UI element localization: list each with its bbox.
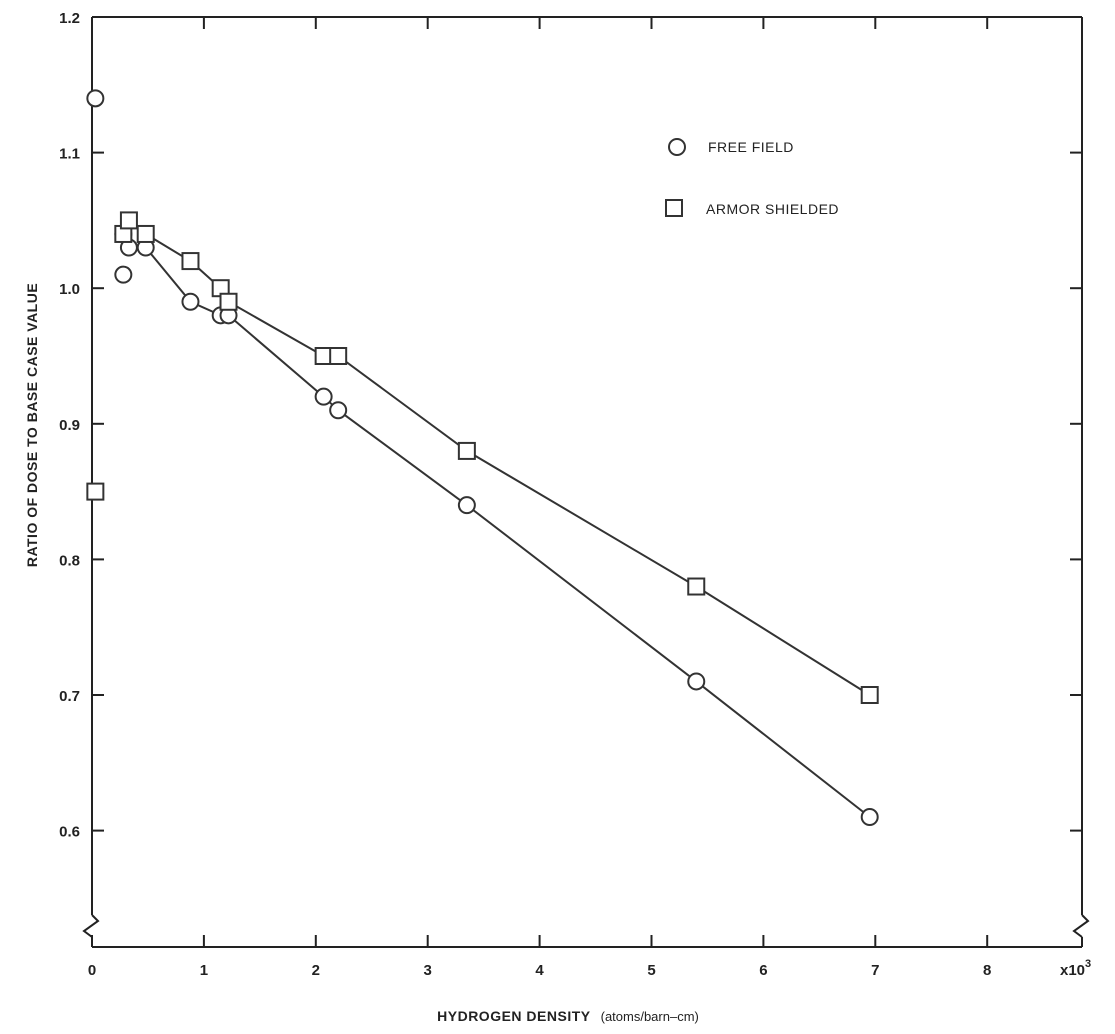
legend-marker-armor-shielded: [665, 199, 683, 217]
x-axis-multiplier-exponent: 3: [1085, 958, 1091, 970]
point-armor-shielded: [329, 347, 348, 365]
legend: FREE FIELD ARMOR SHIELDED: [665, 138, 839, 217]
point-free-field: [860, 808, 879, 827]
point-armor-shielded: [136, 224, 155, 243]
x-axis-unit: (atoms/barn–cm): [601, 1009, 699, 1024]
point-armor-shielded: [219, 292, 238, 311]
point-free-field: [181, 292, 200, 311]
x-tick-label: 6: [759, 962, 767, 979]
x-tick-label: 7: [871, 962, 879, 979]
point-armor-shielded: [86, 482, 105, 501]
point-free-field: [687, 672, 706, 691]
x-tick-label: 3: [424, 962, 432, 979]
point-free-field: [314, 387, 333, 406]
point-free-field: [114, 265, 133, 284]
y-tick-label: 1.1: [59, 146, 80, 163]
x-tick-label: 2: [312, 962, 320, 979]
y-tick-label: 1.2: [59, 10, 80, 27]
point-armor-shielded: [860, 686, 879, 704]
y-tick-label: 0.6: [59, 824, 80, 841]
x-tick-label: 0: [88, 962, 96, 979]
y-tick-label: 1.0: [59, 281, 80, 298]
x-tick-label: 4: [535, 962, 544, 979]
x-tick-label: 8: [983, 962, 991, 979]
x-axis-title-text: HYDROGEN DENSITY: [437, 1008, 591, 1024]
legend-label-free-field: FREE FIELD: [708, 139, 794, 155]
axis-ticks: 0 1 2 3 4 5 6 7 8 0.6 0.7 0.8 0.9 1.0 1.1 1.2: [59, 10, 1082, 979]
legend-marker-free-field: [668, 138, 686, 156]
y-tick-label: 0.9: [59, 417, 80, 434]
x-axis-title: HYDROGEN DENSITY (atoms/barn–cm): [437, 1008, 699, 1024]
series-line-free-field: [122, 233, 871, 818]
point-free-field: [86, 89, 105, 108]
x-tick-label: 5: [647, 962, 655, 979]
x-axis-multiplier: x103: [1060, 958, 1091, 979]
point-free-field: [329, 401, 348, 420]
point-armor-shielded: [457, 441, 476, 460]
y-tick-label: 0.8: [59, 552, 80, 569]
point-armor-shielded: [687, 577, 706, 596]
legend-label-armor-shielded: ARMOR SHIELDED: [706, 201, 839, 217]
x-axis-multiplier-base: x10: [1060, 962, 1085, 979]
series-line-armor-shielded: [122, 218, 871, 696]
data-points: [86, 89, 879, 827]
y-axis-break-right: [1072, 914, 1090, 938]
y-tick-label: 0.7: [59, 688, 80, 705]
x-tick-label: 1: [200, 962, 208, 979]
plot-frame: [82, 16, 1090, 948]
y-axis-break-left: [82, 914, 100, 938]
point-armor-shielded: [181, 252, 200, 271]
point-armor-shielded: [119, 211, 138, 230]
y-axis-title: RATIO OF DOSE TO BASE CASE VALUE: [24, 283, 40, 567]
point-free-field: [457, 496, 476, 515]
axis-labels: RATIO OF DOSE TO BASE CASE VALUE HYDROGE…: [24, 283, 1091, 1024]
